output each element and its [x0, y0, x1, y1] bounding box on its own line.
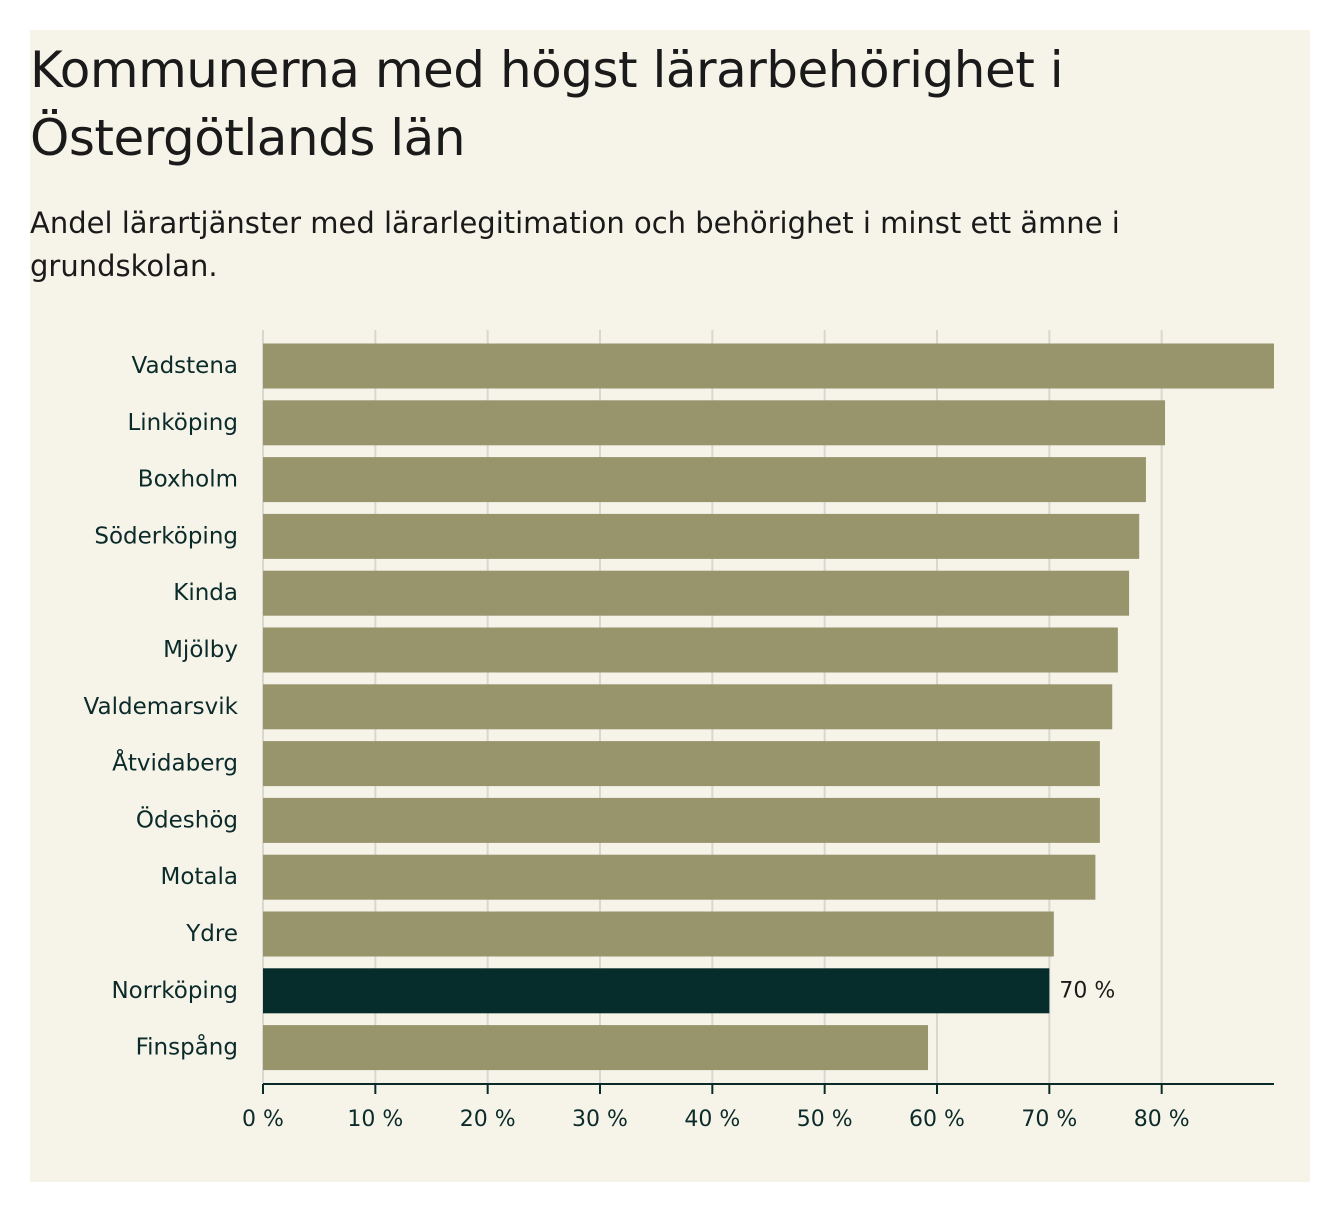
category-label: Boxholm — [138, 467, 238, 493]
bar — [263, 400, 1166, 446]
category-label: Finspång — [136, 1033, 238, 1061]
bar — [263, 570, 1130, 616]
category-label: Åtvidaberg — [112, 749, 238, 777]
x-tick-label: 50 % — [797, 1107, 853, 1132]
category-label: Söderköping — [94, 523, 238, 549]
x-tick-label: 30 % — [572, 1107, 628, 1132]
chart-subtitle: Andel lärartjänster med lärarlegitimatio… — [30, 206, 1120, 283]
bar — [263, 343, 1274, 389]
x-tick-label: 40 % — [684, 1107, 740, 1132]
x-tick-label: 20 % — [460, 1107, 516, 1132]
bar — [263, 797, 1100, 843]
x-tick-label: 10 % — [347, 1107, 403, 1132]
bar — [263, 741, 1100, 787]
category-label: Mjölby — [163, 637, 238, 663]
category-label: Kinda — [173, 580, 238, 606]
category-label: Ödeshög — [136, 805, 238, 833]
category-label: Motala — [160, 864, 238, 890]
category-label: Ydre — [185, 921, 238, 947]
bar — [263, 854, 1096, 900]
x-tick-label: 70 % — [1021, 1107, 1077, 1132]
chart-title: Kommunerna med högst lärarbehörighet i Ö… — [30, 41, 1064, 167]
bar — [263, 684, 1113, 730]
category-label: Norrköping — [111, 978, 238, 1004]
x-tick-label: 60 % — [909, 1107, 965, 1132]
bar — [263, 513, 1140, 559]
x-tick-label: 80 % — [1134, 1107, 1190, 1132]
bar — [263, 457, 1146, 503]
category-label: Valdemarsvik — [84, 694, 239, 720]
data-label: 70 % — [1059, 978, 1115, 1003]
category-label: Linköping — [127, 410, 238, 436]
x-tick-label: 0 % — [242, 1107, 284, 1132]
bar — [263, 1025, 929, 1071]
bar — [263, 911, 1054, 957]
bar — [263, 627, 1118, 673]
category-label: Vadstena — [132, 353, 238, 379]
bar-highlight — [263, 968, 1050, 1014]
